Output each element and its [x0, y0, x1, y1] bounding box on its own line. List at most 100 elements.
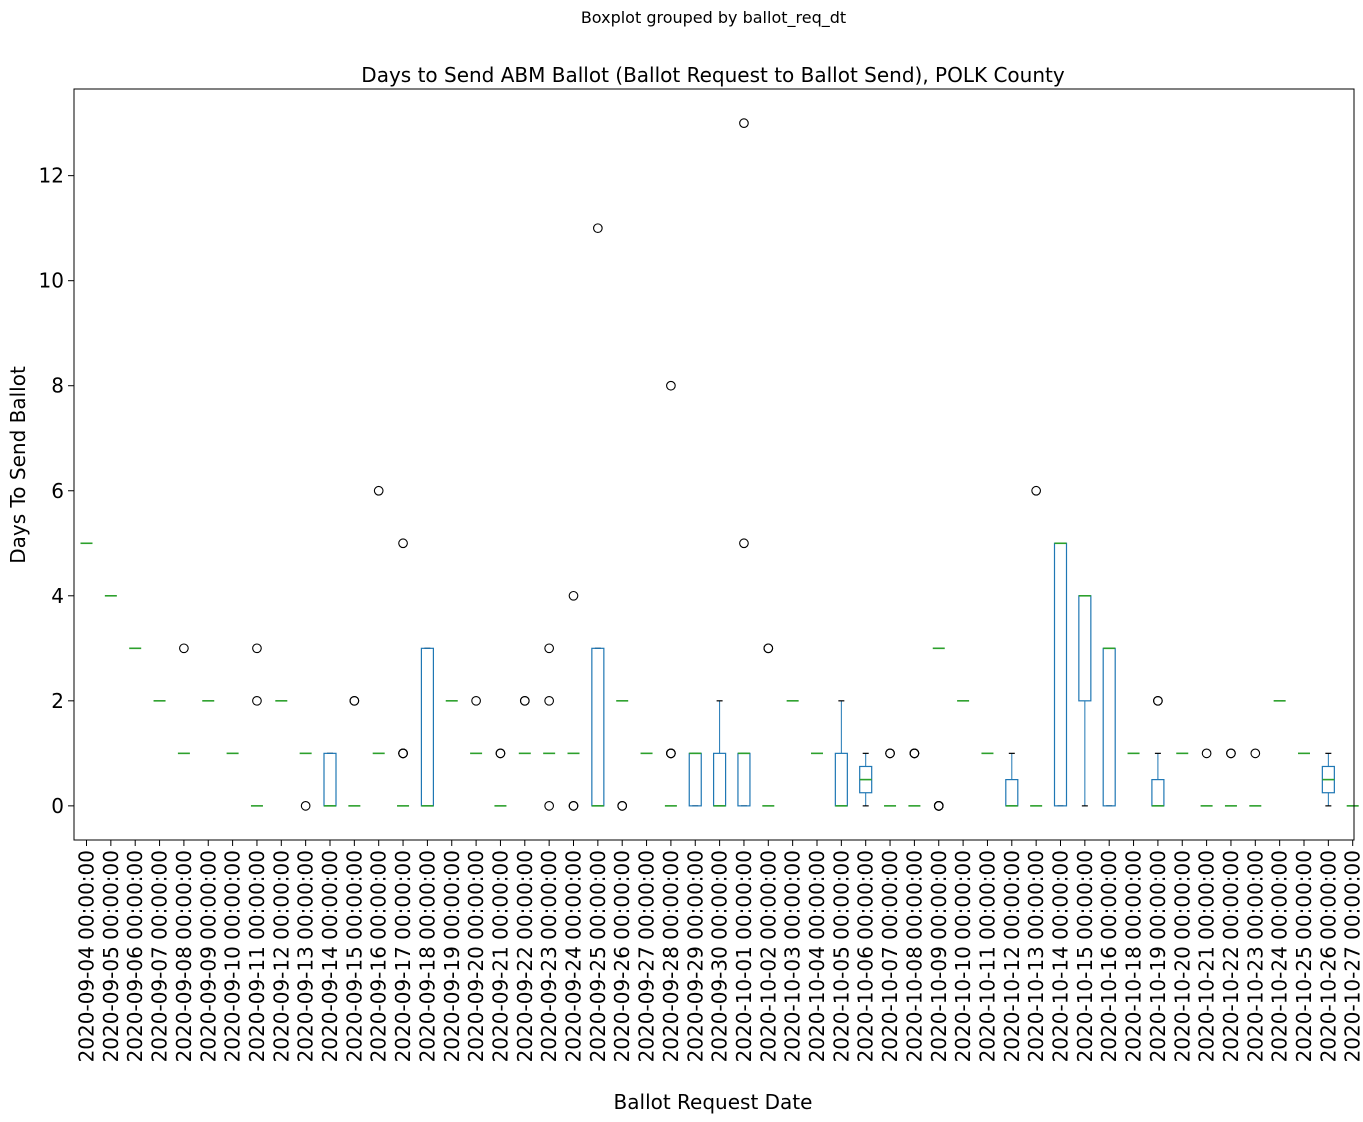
box-2020-09-29 — [688, 752, 702, 807]
chart-title: Days to Send ABM Ballot (Ballot Request … — [361, 63, 1065, 87]
box-2020-10-12 — [1005, 752, 1019, 807]
x-tick-label: 2020-10-18 00:00:00 — [1122, 850, 1146, 1062]
x-tick-label: 2020-09-08 00:00:00 — [172, 850, 196, 1062]
box-iqr — [591, 647, 605, 807]
box-2020-10-13 — [1030, 485, 1043, 807]
box-iqr — [834, 752, 848, 807]
box-2020-09-28 — [664, 380, 677, 807]
box-2020-09-14 — [323, 752, 337, 807]
x-tick-label: 2020-09-15 00:00:00 — [342, 850, 366, 1062]
box-2020-10-01 — [737, 118, 751, 807]
box-iqr — [1151, 779, 1165, 807]
box-2020-10-14 — [1053, 542, 1068, 807]
x-tick-label: 2020-09-25 00:00:00 — [586, 850, 610, 1062]
box-2020-09-24 — [567, 590, 580, 811]
y-tick-label: 10 — [39, 269, 64, 293]
x-tick-label: 2020-10-19 00:00:00 — [1146, 850, 1170, 1062]
box-2020-09-18 — [420, 647, 434, 807]
box-2020-09-21 — [494, 748, 507, 807]
x-tick-label: 2020-10-27 00:00:00 — [1341, 850, 1363, 1062]
x-tick-label: 2020-09-18 00:00:00 — [415, 850, 439, 1062]
box-2020-09-13 — [299, 752, 312, 811]
plot-area: 0 2 4 6 8 10 12 2020-09-04 00:00:00 2020-09-05 0… — [39, 118, 1363, 1062]
x-tick-label: 2020-09-07 00:00:00 — [148, 850, 172, 1062]
outlier-point — [739, 538, 749, 549]
outlier-point — [349, 695, 360, 706]
box-iqr — [1078, 595, 1092, 702]
box-2020-10-22 — [1224, 748, 1237, 807]
x-tick-label: 2020-09-09 00:00:00 — [196, 850, 220, 1062]
x-tick-label: 2020-09-17 00:00:00 — [391, 850, 415, 1062]
outlier-point — [1250, 748, 1261, 759]
y-tick-label: 4 — [51, 584, 64, 608]
x-tick-label: 2020-10-09 00:00:00 — [927, 850, 951, 1062]
outlier-point — [1031, 485, 1041, 496]
x-tick-label: 2020-10-21 00:00:00 — [1195, 850, 1219, 1062]
x-tick-label: 2020-10-11 00:00:00 — [975, 850, 999, 1062]
x-axis-label: Ballot Request Date — [614, 1090, 813, 1114]
outlier-point — [373, 485, 384, 496]
box-iqr — [712, 752, 727, 807]
x-tick-label: 2020-10-14 00:00:00 — [1049, 850, 1073, 1062]
x-tick-label: 2020-10-13 00:00:00 — [1024, 850, 1048, 1062]
x-tick-label: 2020-09-16 00:00:00 — [367, 850, 391, 1062]
outlier-point — [300, 801, 311, 811]
outlier-point — [666, 748, 676, 759]
outlier-point — [544, 695, 555, 706]
x-tick-label: 2020-09-21 00:00:00 — [488, 850, 512, 1062]
x-tick-label: 2020-10-26 00:00:00 — [1316, 850, 1340, 1062]
outlier-point — [252, 643, 262, 654]
x-tick-label: 2020-09-06 00:00:00 — [123, 850, 147, 1062]
x-tick-label: 2020-09-11 00:00:00 — [245, 850, 269, 1062]
box-iqr — [688, 752, 702, 807]
x-tick-label: 2020-09-24 00:00:00 — [562, 850, 586, 1062]
x-tick-label: 2020-10-04 00:00:00 — [805, 850, 829, 1062]
box-iqr — [1053, 542, 1068, 807]
x-tick-label: 2020-10-25 00:00:00 — [1292, 850, 1316, 1062]
x-tick-label: 2020-09-29 00:00:00 — [683, 850, 707, 1062]
x-tick-label: 2020-10-06 00:00:00 — [854, 850, 878, 1062]
x-tick-label: 2020-10-05 00:00:00 — [829, 850, 853, 1062]
box-2020-09-15 — [348, 695, 361, 807]
x-tick-label: 2020-10-20 00:00:00 — [1170, 850, 1194, 1062]
x-tick-label: 2020-09-22 00:00:00 — [513, 850, 537, 1062]
box-2020-10-21 — [1200, 748, 1213, 807]
x-tick-label: 2020-10-02 00:00:00 — [756, 850, 780, 1062]
outlier-point — [471, 695, 481, 706]
y-tick-label: 12 — [39, 164, 64, 188]
box-2020-10-02 — [762, 643, 775, 807]
figure-suptitle: Boxplot grouped by ballot_req_dt — [580, 8, 847, 27]
outlier-point — [398, 748, 408, 759]
x-tick-label: 2020-10-22 00:00:00 — [1219, 850, 1243, 1062]
x-tick-label: 2020-10-12 00:00:00 — [1000, 850, 1024, 1062]
box-2020-09-23 — [543, 643, 556, 811]
x-tick-label: 2020-09-20 00:00:00 — [464, 850, 488, 1062]
x-tick-label: 2020-10-24 00:00:00 — [1268, 850, 1292, 1062]
outlier-point — [933, 801, 944, 811]
x-tick-label: 2020-09-04 00:00:00 — [75, 850, 99, 1062]
x-tick-label: 2020-09-28 00:00:00 — [659, 850, 683, 1062]
y-tick-label: 0 — [51, 794, 64, 818]
x-tick-label: 2020-09-26 00:00:00 — [610, 850, 634, 1062]
x-tick-label: 2020-09-14 00:00:00 — [318, 850, 342, 1062]
box-2020-09-25 — [591, 223, 605, 807]
box-2020-09-20 — [470, 695, 483, 755]
outlier-point — [592, 223, 603, 234]
box-2020-09-30 — [712, 700, 727, 807]
box-2020-10-08 — [908, 748, 921, 807]
outlier-point — [252, 695, 262, 706]
outlier-point — [739, 118, 749, 128]
box-iqr — [1005, 779, 1019, 807]
x-tick-label: 2020-10-16 00:00:00 — [1097, 850, 1121, 1062]
x-tick-label: 2020-10-08 00:00:00 — [902, 850, 926, 1062]
box-iqr — [1102, 647, 1116, 807]
box-2020-09-26 — [616, 700, 629, 811]
x-tick-label: 2020-10-23 00:00:00 — [1243, 850, 1267, 1062]
axes-frame — [73, 88, 1355, 841]
x-tick-label: 2020-09-23 00:00:00 — [537, 850, 561, 1062]
x-tick-label: 2020-10-10 00:00:00 — [951, 850, 975, 1062]
outlier-point — [544, 801, 555, 811]
x-tick-label: 2020-09-27 00:00:00 — [635, 850, 659, 1062]
box-2020-09-17 — [397, 538, 410, 807]
box-2020-09-08 — [177, 643, 190, 755]
